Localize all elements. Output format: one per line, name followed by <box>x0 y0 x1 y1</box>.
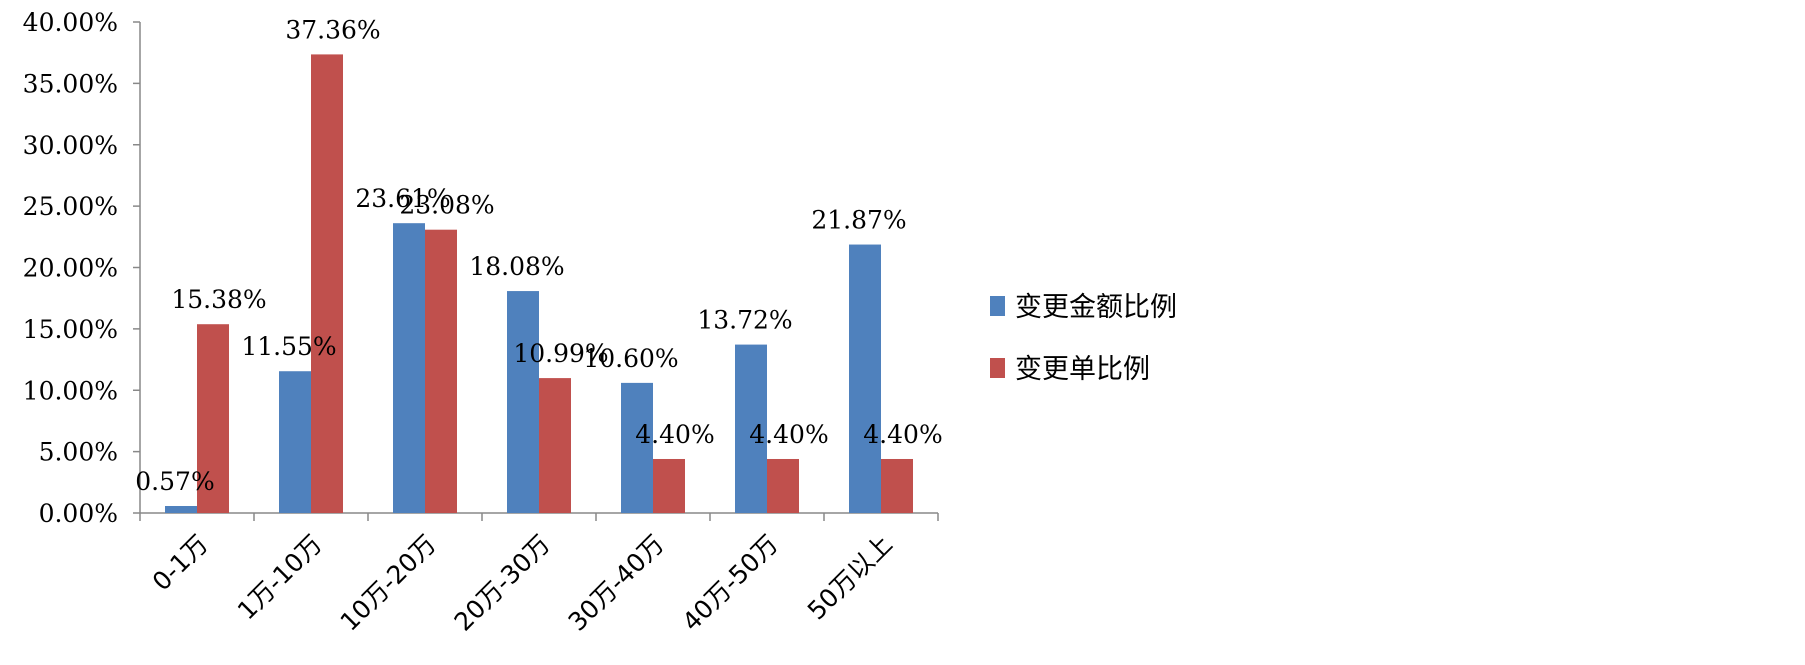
data-label: 10.99% <box>513 339 608 368</box>
bar-order-ratio <box>197 324 229 513</box>
data-label: 13.72% <box>697 306 792 335</box>
data-label: 10.60% <box>583 344 678 373</box>
y-tick-label: 35.00% <box>23 69 118 98</box>
bar-amount-ratio <box>621 382 653 513</box>
data-label: 4.40% <box>635 420 714 449</box>
data-label: 37.36% <box>285 15 380 44</box>
x-category-label: 1万-10万 <box>232 529 328 625</box>
legend-label: 变更单比例 <box>1015 354 1150 385</box>
y-tick-label: 0.00% <box>39 499 118 528</box>
bar-amount-ratio <box>393 223 425 513</box>
data-label: 4.40% <box>863 420 942 449</box>
y-tick-label: 5.00% <box>39 438 118 467</box>
data-label: 18.08% <box>469 252 564 281</box>
x-category-label: 50万以上 <box>802 529 898 625</box>
bar-order-ratio <box>881 458 913 513</box>
y-tick-label: 30.00% <box>23 131 118 160</box>
data-label: 23.61% <box>355 184 450 213</box>
data-label: 21.87% <box>811 206 906 235</box>
data-label: 23.08% <box>399 191 494 220</box>
bar-amount-ratio <box>279 371 311 513</box>
bar-order-ratio <box>311 54 343 513</box>
y-tick-label: 25.00% <box>23 192 118 221</box>
y-tick-label: 20.00% <box>23 254 118 283</box>
legend-swatch <box>990 296 1005 316</box>
x-category-label: 20万-30万 <box>449 529 556 636</box>
chart-axes: 0.00% 5.00% 10.00% 15.00% 20.00% 25.00% 30.00%… <box>23 8 939 528</box>
bar-amount-ratio <box>165 506 197 513</box>
legend-swatch <box>990 358 1005 378</box>
bar-amount-ratio <box>735 344 767 513</box>
bar-order-ratio <box>767 458 799 513</box>
y-tick-label: 15.00% <box>23 315 118 344</box>
bar-amount-ratio <box>507 291 539 513</box>
data-label: 15.38% <box>171 285 266 314</box>
chart-category-labels: 0-1万 1万-10万 10万-20万 20万-30万 30万-40万 40万-50万 50… <box>147 529 898 636</box>
bar-order-ratio <box>425 229 457 513</box>
legend-label: 变更金额比例 <box>1015 292 1177 323</box>
bar-order-ratio <box>539 378 571 513</box>
x-category-label: 10万-20万 <box>335 529 442 636</box>
bar-amount-ratio <box>849 244 881 513</box>
x-category-label: 40万-50万 <box>677 529 784 636</box>
chart-data-labels: 0.57% 11.55% 23.61% 18.08% 10.60% 13.72% 21.87… <box>135 15 942 496</box>
x-category-label: 0-1万 <box>147 529 214 596</box>
data-label: 4.40% <box>749 420 828 449</box>
data-label: 11.55% <box>241 332 336 361</box>
chart-bars <box>165 54 913 513</box>
bar-order-ratio <box>653 458 685 513</box>
y-tick-label: 10.00% <box>23 376 118 405</box>
y-tick-label: 40.00% <box>23 8 118 37</box>
x-category-label: 30万-40万 <box>563 529 670 636</box>
data-label: 0.57% <box>135 467 214 496</box>
